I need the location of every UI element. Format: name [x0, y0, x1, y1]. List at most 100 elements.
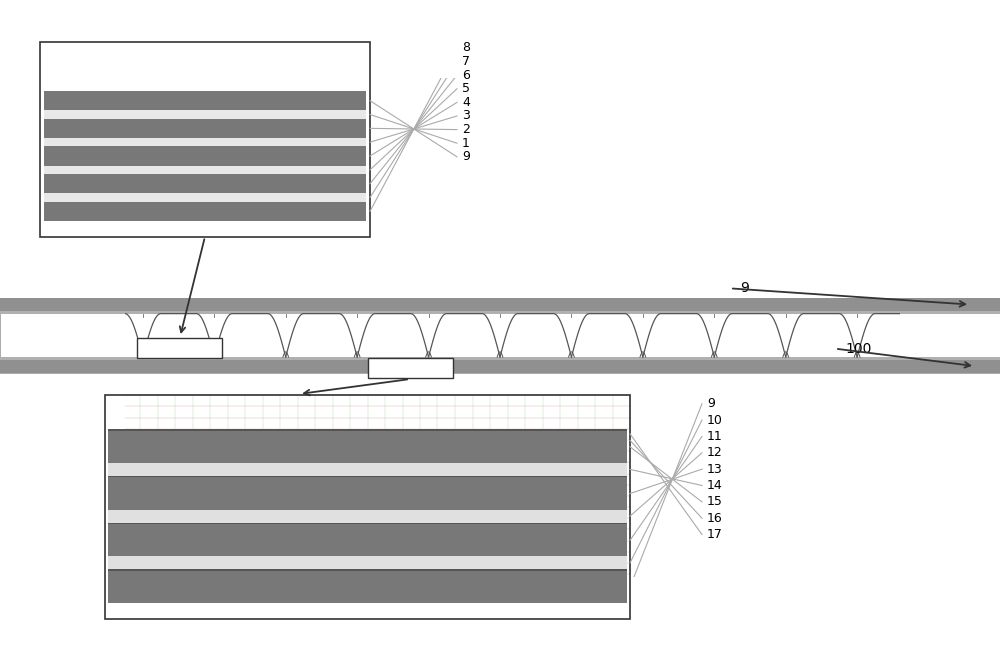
Point — [200, 516, 212, 524]
Point — [674, 346, 686, 354]
Text: 12: 12 — [707, 446, 723, 459]
FancyBboxPatch shape — [0, 357, 1000, 360]
Point — [465, 316, 477, 323]
Point — [838, 345, 850, 353]
Point — [286, 345, 298, 353]
Point — [507, 345, 519, 353]
Line: 20 pts: 20 pts — [426, 352, 431, 357]
Point — [485, 550, 497, 558]
Point — [451, 345, 463, 353]
Point — [228, 349, 240, 356]
Line: 20 pts: 20 pts — [711, 352, 717, 357]
Point — [617, 349, 629, 356]
Point — [174, 345, 186, 353]
Point — [126, 324, 138, 332]
Point — [174, 345, 186, 353]
Point — [458, 324, 470, 332]
Text: 3: 3 — [462, 110, 470, 122]
Point — [785, 348, 797, 356]
Point — [507, 345, 519, 353]
Point — [342, 348, 354, 356]
Point — [450, 345, 462, 353]
Point — [451, 345, 463, 353]
FancyBboxPatch shape — [108, 510, 627, 522]
Line: 60 pts: 60 pts — [143, 314, 214, 357]
Point — [351, 317, 363, 325]
Point — [214, 378, 226, 386]
Point — [854, 316, 866, 323]
Line: 60 pts: 60 pts — [643, 314, 714, 357]
Text: 100: 100 — [845, 341, 871, 356]
Point — [394, 349, 406, 356]
Point — [228, 346, 240, 354]
Line: 2 pts: 2 pts — [630, 420, 702, 563]
Point — [343, 349, 355, 356]
Point — [607, 454, 619, 461]
Point — [339, 347, 351, 354]
Point — [406, 237, 418, 244]
Point — [397, 345, 409, 353]
Point — [663, 385, 675, 393]
Point — [406, 162, 418, 170]
Line: 2 pts: 2 pts — [370, 62, 457, 198]
Point — [783, 345, 795, 353]
Point — [397, 346, 409, 354]
Point — [607, 439, 619, 446]
Point — [539, 378, 551, 386]
Point — [341, 345, 353, 353]
Point — [631, 316, 643, 323]
Point — [406, 173, 418, 181]
Point — [397, 346, 409, 354]
Point — [173, 347, 185, 354]
Line: 20 pts: 20 pts — [854, 352, 860, 357]
Point — [730, 347, 742, 355]
Line: 60 pts: 60 pts — [857, 314, 929, 357]
Point — [729, 345, 741, 353]
Point — [564, 347, 576, 355]
Point — [675, 348, 687, 356]
Point — [561, 346, 573, 354]
Point — [354, 316, 366, 323]
Point — [520, 316, 532, 323]
Point — [200, 481, 212, 489]
Point — [406, 183, 418, 191]
Point — [783, 349, 795, 356]
Point — [607, 413, 619, 421]
Point — [784, 345, 796, 353]
Line: 20 pts: 20 pts — [497, 352, 503, 357]
Point — [322, 550, 334, 558]
FancyBboxPatch shape — [108, 571, 627, 603]
Point — [607, 490, 619, 498]
Point — [176, 347, 188, 354]
Point — [726, 347, 738, 354]
Point — [341, 345, 353, 353]
FancyBboxPatch shape — [108, 478, 627, 510]
Point — [445, 550, 457, 558]
Point — [839, 349, 851, 356]
Point — [396, 345, 408, 353]
Line: 2 pts: 2 pts — [630, 437, 702, 540]
Point — [617, 345, 629, 353]
Point — [576, 316, 588, 323]
Point — [839, 316, 851, 323]
Point — [505, 347, 517, 354]
Point — [576, 316, 588, 323]
Point — [781, 348, 793, 356]
Point — [726, 348, 738, 356]
Point — [396, 318, 408, 326]
Point — [130, 317, 142, 325]
Line: 20 pts: 20 pts — [569, 352, 574, 357]
Line: 2 pts: 2 pts — [630, 447, 702, 502]
Point — [607, 378, 619, 386]
Point — [403, 324, 415, 332]
Line: 60 pts: 60 pts — [286, 314, 357, 357]
Point — [594, 378, 606, 386]
Point — [607, 418, 619, 426]
Point — [300, 316, 312, 323]
Point — [230, 345, 242, 353]
Point — [573, 317, 585, 325]
Point — [799, 316, 811, 323]
Point — [837, 347, 849, 354]
Point — [295, 550, 307, 558]
Point — [229, 345, 241, 353]
